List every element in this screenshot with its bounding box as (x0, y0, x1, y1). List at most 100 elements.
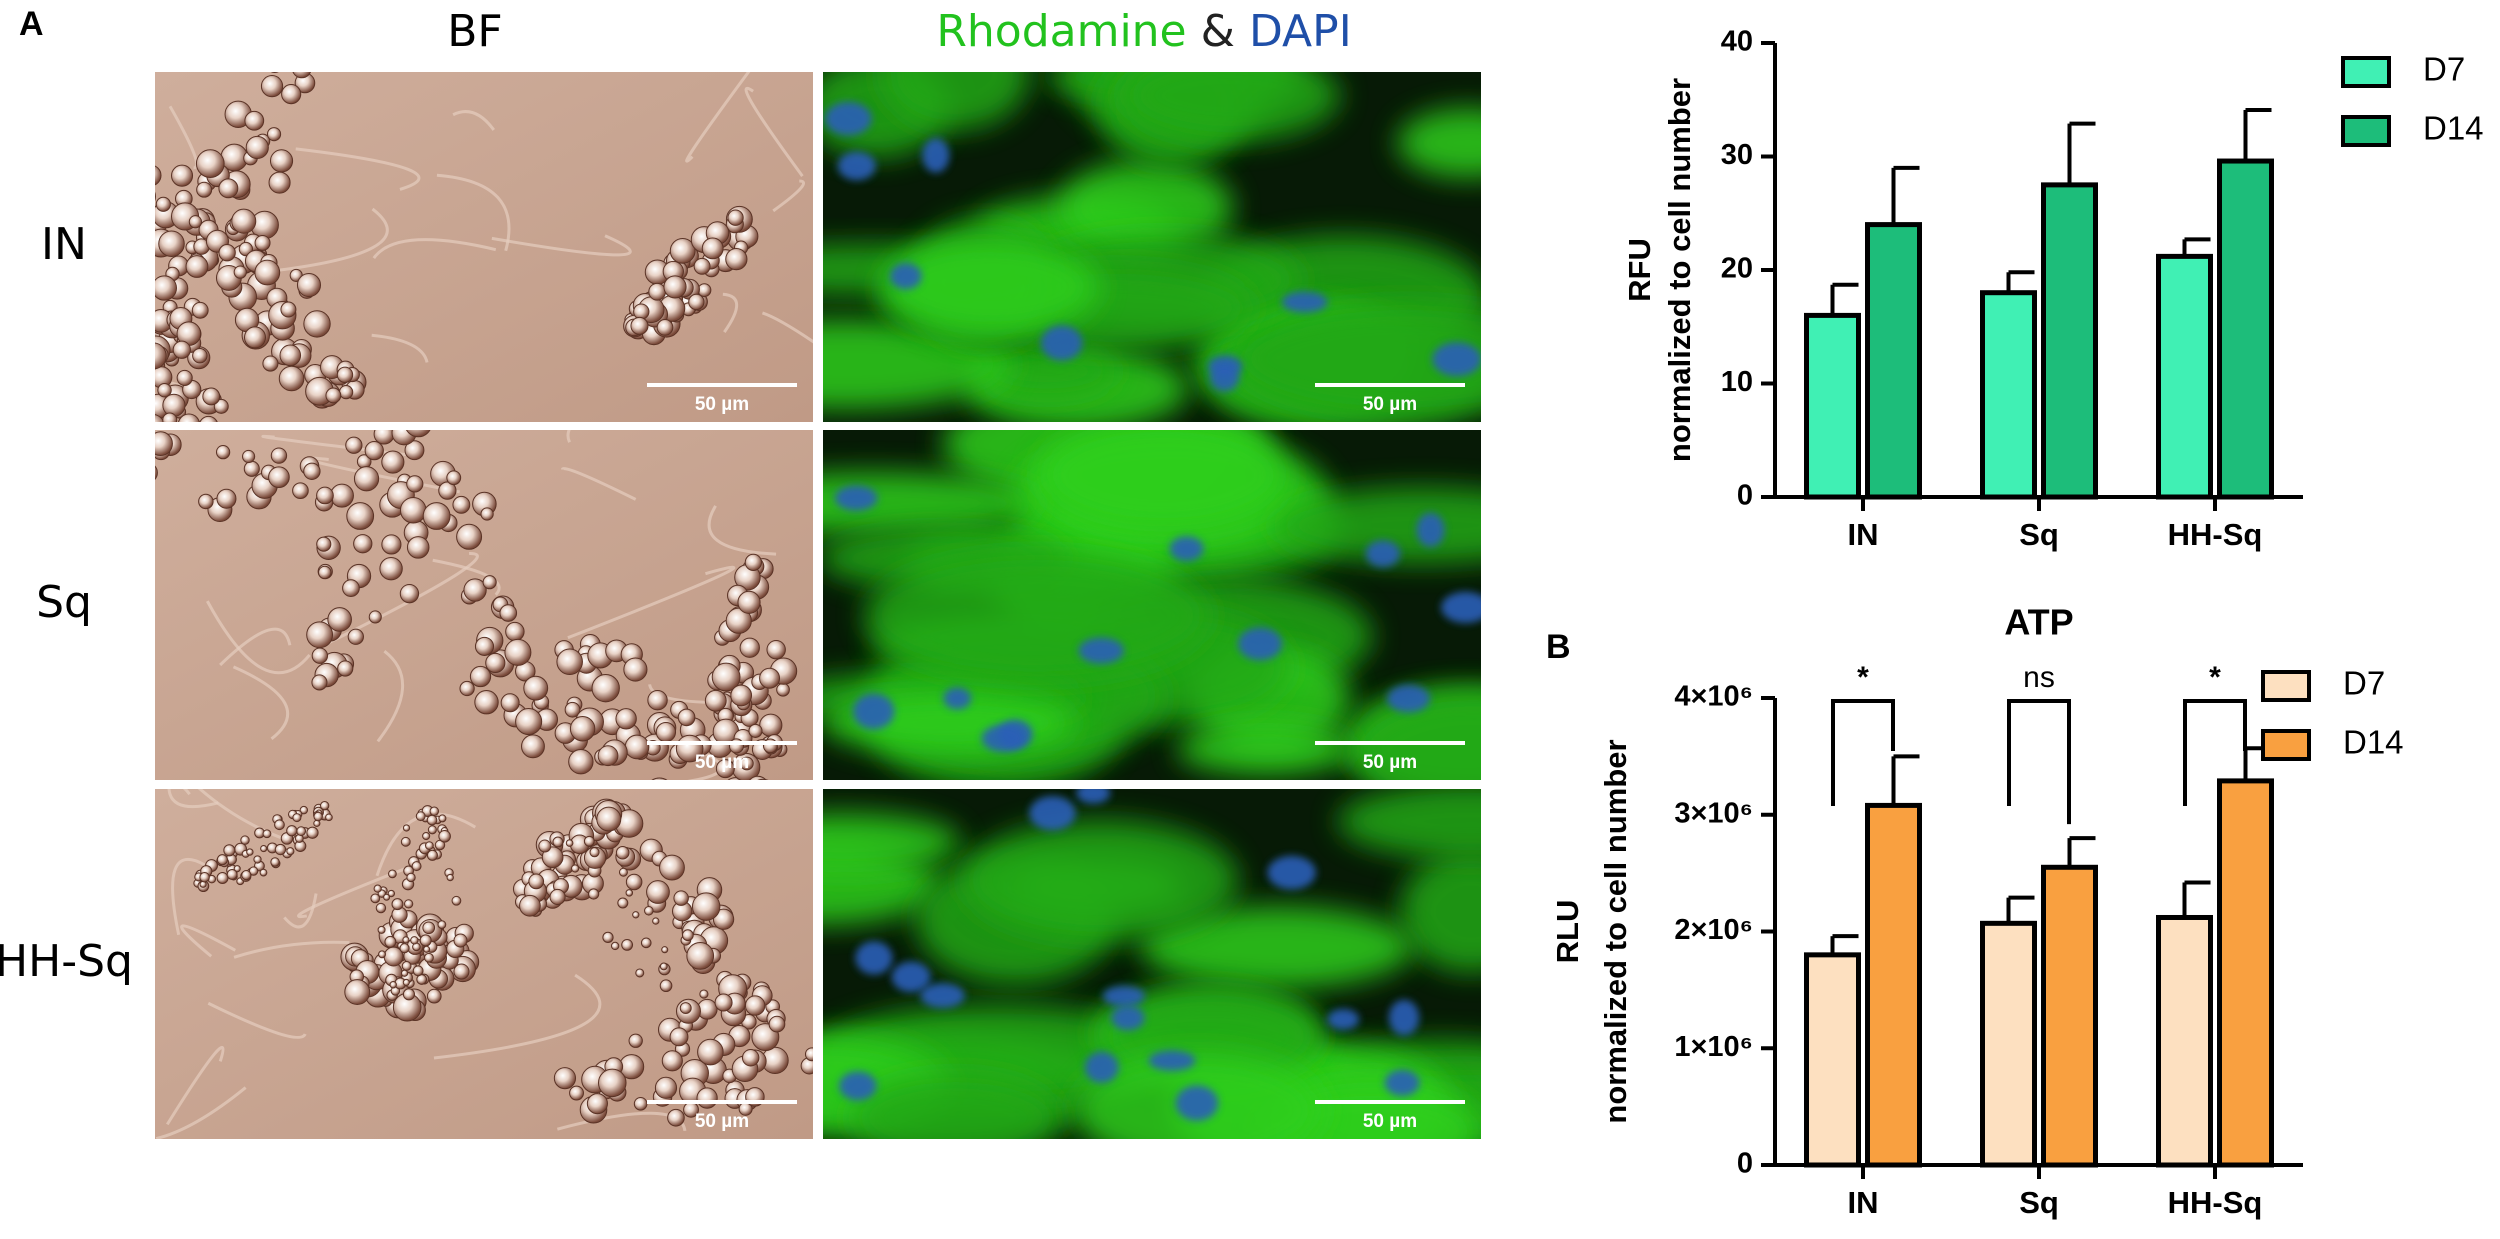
nucleus (1388, 999, 1420, 1036)
lipid-droplet (103, 446, 129, 472)
lipid-droplet (244, 110, 265, 131)
cell-outline (433, 973, 602, 1060)
lipid-droplet (282, 14, 304, 36)
cytoplasm (1140, 906, 1414, 989)
lipid-droplet (344, 979, 371, 1005)
nucleus (834, 485, 878, 511)
lipid-droplet (259, 868, 268, 877)
lipid-droplet (370, 893, 381, 904)
cell-outline (491, 234, 632, 257)
cell-outline (206, 600, 311, 675)
lipid-droplet (564, 701, 581, 718)
lipid-droplet (515, 708, 543, 736)
significance-label: ns (2023, 661, 2055, 694)
lipid-droplet (411, 861, 422, 872)
lipid-droplet (202, 387, 221, 406)
lipid-droplet (661, 946, 669, 954)
lipid-droplet (155, 165, 162, 186)
lipid-droplet (402, 936, 410, 944)
lipid-droplet (617, 897, 629, 909)
lipid-droplet (325, 387, 342, 404)
y-axis-label: normalized to cell number (1662, 78, 1697, 462)
lipid-droplet (245, 135, 269, 160)
lipid-droplet (155, 414, 165, 422)
lipid-droplet (424, 952, 434, 963)
lipid-droplet (691, 892, 721, 921)
lipid-droplet (422, 502, 451, 530)
bar (1980, 290, 2037, 500)
lipid-droplet (311, 674, 328, 691)
lipid-droplet (456, 523, 483, 550)
nucleus (1281, 291, 1328, 313)
lipid-droplet (768, 1015, 786, 1033)
lipid-droplet (226, 868, 238, 880)
legend-label: D7 (2423, 51, 2465, 88)
lipid-droplet (313, 819, 321, 827)
lipid-droplet (446, 873, 454, 882)
lipid-droplet (373, 884, 382, 893)
y-axis-label: RFU (1622, 238, 1657, 302)
column-header: BF (447, 6, 503, 57)
legend-label: D7 (2343, 665, 2385, 702)
lipid-droplet (375, 902, 387, 914)
lipid-droplet (725, 248, 748, 271)
lipid-droplet (233, 265, 247, 279)
chart-title: ATP (2004, 602, 2073, 643)
x-tick-label: IN (1848, 517, 1879, 552)
lipid-droplet (274, 843, 287, 856)
cell-outline (376, 649, 405, 743)
lipid-droplet (353, 466, 380, 492)
lipid-droplet (766, 640, 786, 660)
lipid-droplet (399, 584, 420, 604)
legend-swatch (2341, 115, 2391, 147)
micrographs (103, 14, 1481, 1139)
lipid-droplet (597, 745, 619, 767)
lipid-droplet (240, 835, 250, 845)
lipid-droplet (213, 398, 229, 414)
lipid-droplet (725, 607, 752, 634)
lipid-droplet (223, 844, 236, 857)
cell-outline (371, 333, 429, 363)
lipid-droplet (686, 942, 715, 970)
lipid-droplet (519, 894, 541, 917)
lipid-droplet (452, 495, 471, 514)
cytoplasm (880, 72, 1030, 131)
lipid-droplet (659, 854, 685, 881)
lipid-droplet (757, 778, 769, 780)
nucleus (852, 693, 895, 730)
lipid-droplet (266, 127, 282, 142)
lipid-droplet (569, 1085, 584, 1101)
cytoplasm (1038, 430, 1289, 532)
lipid-droplet (262, 829, 272, 839)
lipid-droplet (463, 578, 487, 602)
lipid-droplet (759, 713, 783, 737)
lipid-droplet (268, 171, 291, 194)
nucleus (1111, 1005, 1145, 1031)
lipid-droplet (155, 191, 156, 202)
lipid-droplet (693, 257, 711, 275)
lipid-droplet (292, 482, 309, 500)
lipid-droplet (588, 888, 600, 900)
lipid-droplet (556, 648, 583, 676)
y-tick-label: 0 (1737, 1148, 1753, 1180)
lipid-droplet (299, 805, 309, 815)
lipid-droplet (438, 830, 451, 843)
cell-outline (436, 173, 511, 252)
lipid-droplet (776, 682, 790, 697)
lipid-droplet (406, 872, 416, 883)
cytoplasm (1058, 160, 1233, 255)
lipid-droplet (714, 993, 733, 1012)
legend-swatch (2261, 729, 2311, 761)
y-tick-label: 4×10⁶ (1674, 681, 1753, 713)
lipid-droplet (568, 749, 594, 775)
y-tick-label: 2×10⁶ (1674, 914, 1753, 946)
cell-outline (171, 858, 206, 936)
lipid-droplet (474, 690, 499, 715)
significance-bracket (1831, 699, 1895, 806)
lipid-droplet (218, 178, 239, 199)
nucleus (1365, 540, 1401, 568)
bar (1804, 952, 1861, 1168)
cell-outline (744, 86, 804, 177)
lipid-droplet (185, 255, 209, 278)
lipid-droplet (364, 441, 384, 461)
